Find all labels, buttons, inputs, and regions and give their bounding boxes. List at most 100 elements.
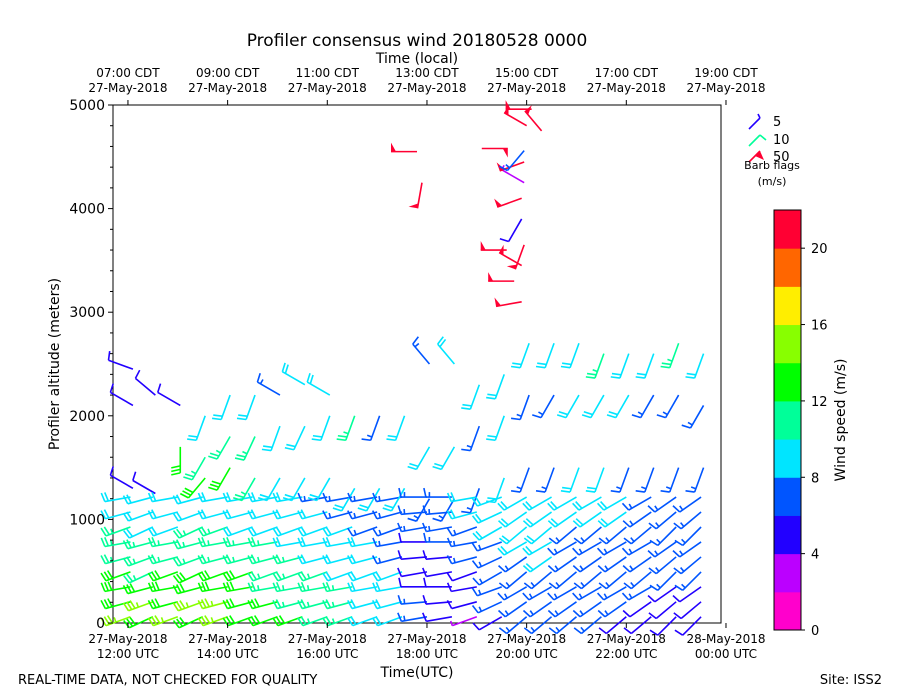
wind-barb	[597, 511, 627, 528]
wind-barb	[673, 511, 702, 530]
wind-barb	[596, 496, 627, 511]
wind-barb	[461, 488, 481, 514]
legend-title-line1: Barb flags	[744, 159, 800, 172]
colorbar-segment-3	[774, 477, 801, 516]
wind-barb	[422, 595, 452, 605]
wind-barb	[100, 492, 131, 503]
footer-quality-note: REAL-TIME DATA, NOT CHECKED FOR QUALITY	[18, 673, 318, 688]
y-tick-label-2000: 2000	[69, 409, 105, 425]
x-tick-date: 28-May-2018	[686, 632, 765, 646]
wind-barb	[256, 373, 281, 396]
colorbar-frame	[773, 209, 802, 631]
x-tick-time: 00:00 UTC	[695, 647, 757, 661]
wind-barb	[208, 436, 231, 460]
wind-barb	[100, 537, 131, 548]
x-tick-date: 27-May-2018	[387, 632, 466, 646]
wind-barb	[510, 343, 530, 369]
wind-barb	[548, 616, 577, 635]
wind-barb	[307, 477, 331, 502]
wind-barb	[172, 511, 203, 522]
wind-barb	[656, 394, 680, 419]
wind-barb	[306, 373, 331, 396]
wind-barb	[499, 218, 523, 243]
wind-barb	[398, 577, 427, 588]
wind-barb	[398, 532, 427, 543]
wind-barb	[347, 599, 378, 610]
wind-barb	[172, 556, 203, 567]
top-tick-date: 27-May-2018	[487, 81, 566, 95]
wind-barb	[122, 539, 154, 550]
footer-site: Site: ISS2	[819, 673, 882, 688]
wind-barb	[371, 599, 403, 610]
wind-barb	[535, 343, 555, 369]
wind-barb	[598, 616, 627, 635]
wind-barb	[610, 353, 630, 379]
y-tick-label-3000: 3000	[69, 305, 105, 321]
wind-barb	[522, 511, 553, 528]
wind-barb	[621, 586, 652, 601]
wind-barb	[272, 615, 303, 627]
wind-barb	[522, 601, 553, 618]
wind-barb	[347, 581, 378, 593]
wind-barb	[234, 436, 256, 461]
colorbar-label: Wind speed (m/s)	[833, 359, 849, 482]
colorbar-segment-1	[774, 553, 801, 593]
wind-barb	[598, 571, 627, 590]
barb-flag-legend: 5 10 50 Barb flags (m/s)	[744, 113, 800, 188]
wind-barb	[347, 492, 378, 503]
colorbar-tick-label-16: 16	[811, 319, 828, 334]
colorbar-segment-10	[774, 210, 801, 249]
wind-barb	[622, 511, 652, 528]
colorbar-segment-9	[774, 248, 801, 287]
wind-barb	[297, 599, 328, 610]
wind-barb	[397, 567, 428, 578]
wind-barb	[449, 616, 478, 627]
wind-barb	[494, 197, 522, 208]
wind-barb	[284, 425, 306, 451]
wind-barb	[407, 446, 431, 471]
colorbar-tick-label-0: 0	[811, 624, 819, 639]
wind-barb	[107, 351, 134, 370]
wind-barb	[179, 477, 206, 499]
wind-barb	[236, 394, 256, 421]
wind-barb	[486, 374, 505, 400]
wind-barb	[222, 554, 253, 565]
x-tick-time: 16:00 UTC	[296, 647, 358, 661]
wind-barb	[311, 415, 331, 442]
wind-barb	[423, 487, 452, 498]
y-tick-label-0: 0	[96, 616, 105, 632]
legend-barb-5	[748, 113, 761, 130]
wind-barb	[172, 494, 203, 505]
wind-barb	[596, 541, 627, 556]
wind-barb	[572, 601, 602, 618]
wind-barb	[610, 467, 630, 493]
wind-barb	[282, 477, 306, 502]
wind-barb	[446, 526, 478, 537]
wind-barb	[272, 537, 303, 548]
wind-barb	[147, 492, 178, 503]
wind-barb	[548, 526, 577, 545]
x-tick-date: 27-May-2018	[288, 632, 367, 646]
x-tick-time: 14:00 UTC	[197, 647, 259, 661]
wind-barb	[122, 556, 154, 567]
wind-barb	[281, 362, 306, 386]
wind-barb	[647, 541, 677, 558]
wind-barb	[471, 511, 503, 524]
wind-barb	[472, 571, 503, 586]
wind-barb	[446, 600, 478, 610]
wind-barb	[597, 601, 627, 618]
wind-barb	[622, 601, 652, 618]
wind-barb	[397, 550, 428, 560]
wind-barb	[197, 492, 228, 503]
wind-barb	[547, 601, 577, 618]
wind-barb	[332, 487, 356, 512]
wind-barb	[497, 496, 528, 511]
wind-barb	[272, 509, 303, 520]
wind-barb	[648, 601, 677, 620]
wind-barb	[547, 511, 577, 528]
chart-title: Profiler consensus wind 20180528 0000	[247, 31, 588, 51]
colorbar-segment-7	[774, 324, 801, 364]
wind-barb	[471, 586, 502, 597]
wind-barb	[197, 537, 228, 548]
